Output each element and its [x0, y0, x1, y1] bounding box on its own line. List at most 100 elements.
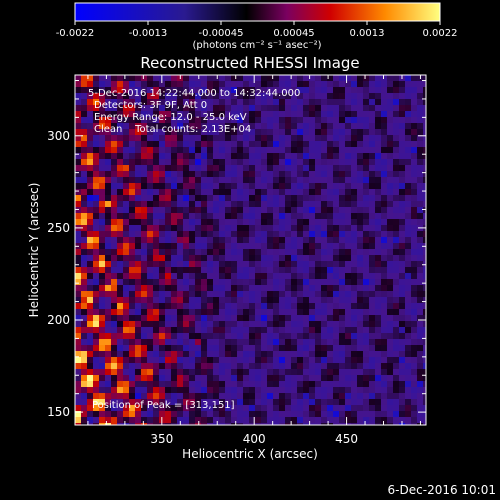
heatmap-cell — [207, 99, 213, 105]
heatmap-cell — [417, 195, 423, 201]
heatmap-cell — [129, 81, 135, 87]
heatmap-cell — [225, 315, 231, 321]
heatmap-cell — [231, 207, 237, 213]
heatmap-cell — [255, 357, 261, 363]
heatmap-cell — [405, 357, 411, 363]
heatmap-cell — [411, 411, 417, 417]
heatmap-cell — [267, 315, 273, 321]
heatmap-cell — [345, 321, 351, 327]
heatmap-cell — [279, 285, 285, 291]
heatmap-cell — [219, 273, 225, 279]
heatmap-cell — [225, 87, 231, 93]
heatmap-cell — [123, 333, 129, 339]
heatmap-cell — [363, 207, 369, 213]
heatmap-cell — [141, 201, 147, 207]
heatmap-cell — [297, 423, 303, 425]
heatmap-cell — [243, 345, 249, 351]
heatmap-cell — [153, 213, 159, 219]
heatmap-cell — [285, 375, 291, 381]
heatmap-cell — [225, 381, 231, 387]
heatmap-cell — [423, 141, 426, 147]
heatmap-cell — [231, 345, 237, 351]
heatmap-cell — [75, 165, 81, 171]
heatmap-cell — [141, 177, 147, 183]
heatmap-cell — [183, 117, 189, 123]
heatmap-cell — [111, 189, 117, 195]
heatmap-cell — [177, 129, 183, 135]
heatmap-cell — [285, 255, 291, 261]
heatmap-cell — [297, 315, 303, 321]
heatmap-cell — [183, 129, 189, 135]
heatmap-cell — [297, 129, 303, 135]
heatmap-cell — [99, 177, 105, 183]
heatmap-cell — [189, 123, 195, 129]
heatmap-cell — [375, 123, 381, 129]
heatmap-cell — [189, 279, 195, 285]
colorbar-tick-label: -0.00045 — [199, 28, 244, 39]
heatmap-cell — [351, 189, 357, 195]
heatmap-cell — [363, 81, 369, 87]
heatmap-cell — [189, 297, 195, 303]
heatmap-cell — [423, 321, 426, 327]
heatmap-cell — [405, 327, 411, 333]
heatmap-cell — [147, 333, 153, 339]
heatmap-cell — [135, 231, 141, 237]
heatmap-cell — [117, 357, 123, 363]
heatmap-cell — [399, 213, 405, 219]
heatmap-cell — [81, 345, 87, 351]
heatmap-cell — [75, 99, 81, 105]
heatmap-cell — [123, 285, 129, 291]
heatmap-cell — [285, 345, 291, 351]
heatmap-cell — [147, 351, 153, 357]
heatmap-cell — [123, 117, 129, 123]
heatmap-cell — [189, 345, 195, 351]
heatmap-cell — [273, 141, 279, 147]
heatmap-cell — [339, 339, 345, 345]
heatmap-cell — [207, 405, 213, 411]
heatmap-cell — [117, 219, 123, 225]
heatmap-cell — [363, 165, 369, 171]
heatmap-cell — [351, 417, 357, 423]
heatmap-cell — [399, 405, 405, 411]
heatmap-cell — [339, 405, 345, 411]
heatmap-cell — [345, 165, 351, 171]
heatmap-cell — [177, 351, 183, 357]
heatmap-cell — [147, 321, 153, 327]
heatmap-cell — [279, 333, 285, 339]
heatmap-cell — [255, 243, 261, 249]
heatmap-cell — [303, 315, 309, 321]
heatmap-cell — [81, 351, 87, 357]
heatmap-cell — [219, 297, 225, 303]
heatmap-cell — [393, 381, 399, 387]
heatmap-cell — [87, 189, 93, 195]
heatmap-cell — [411, 159, 417, 165]
heatmap-cell — [255, 315, 261, 321]
heatmap-cell — [117, 117, 123, 123]
heatmap-cell — [387, 393, 393, 399]
heatmap-cell — [75, 171, 81, 177]
heatmap-cell — [237, 195, 243, 201]
heatmap-cell — [309, 303, 315, 309]
heatmap-cell — [297, 261, 303, 267]
heatmap-cell — [147, 111, 153, 117]
heatmap-cell — [159, 249, 165, 255]
heatmap-cell — [315, 165, 321, 171]
heatmap-cell — [99, 141, 105, 147]
heatmap-cell — [405, 111, 411, 117]
heatmap-cell — [339, 273, 345, 279]
heatmap-cell — [387, 141, 393, 147]
heatmap-cell — [255, 207, 261, 213]
heatmap-cell — [123, 423, 129, 425]
heatmap-cell — [177, 327, 183, 333]
heatmap-cell — [339, 99, 345, 105]
heatmap-cell — [159, 93, 165, 99]
heatmap-cell — [309, 123, 315, 129]
heatmap-cell — [267, 171, 273, 177]
heatmap-cell — [201, 369, 207, 375]
heatmap-cell — [117, 369, 123, 375]
heatmap-cell — [387, 135, 393, 141]
heatmap-cell — [273, 309, 279, 315]
heatmap-cell — [141, 165, 147, 171]
heatmap-cell — [195, 99, 201, 105]
heatmap-cell — [87, 99, 93, 105]
